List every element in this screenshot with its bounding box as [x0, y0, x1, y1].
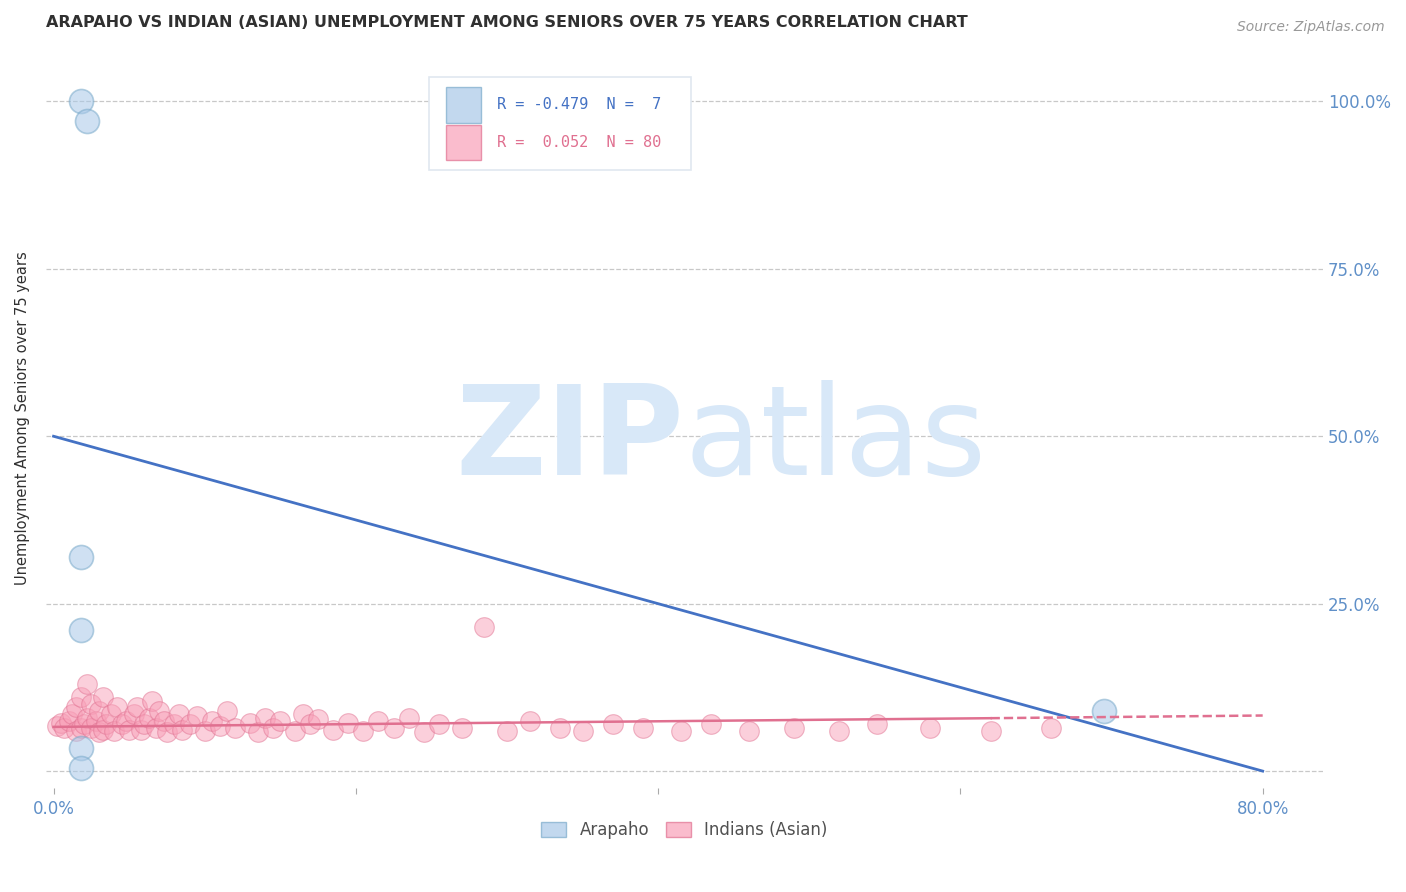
Point [60, 707, 83, 722]
Point [866, 717, 889, 731]
Y-axis label: Unemployment Among Seniors over 75 years: Unemployment Among Seniors over 75 years [15, 251, 30, 585]
Point [194, 723, 217, 738]
Point [201, 714, 224, 728]
Point [122, 707, 145, 722]
Point [269, 714, 291, 728]
Text: R = -0.479  N =  7: R = -0.479 N = 7 [496, 97, 661, 112]
Point [217, 704, 239, 718]
Point [76, 710, 98, 724]
Point [69, 740, 91, 755]
Point [322, 723, 344, 737]
Point [115, 714, 138, 728]
Point [69, 624, 91, 638]
Point [382, 721, 405, 735]
Point [602, 717, 624, 731]
Text: ARAPAHO VS INDIAN (ASIAN) UNEMPLOYMENT AMONG SENIORS OVER 75 YEARS CORRELATION C: ARAPAHO VS INDIAN (ASIAN) UNEMPLOYMENT A… [46, 15, 967, 30]
Point [398, 710, 420, 724]
Point [80, 721, 103, 735]
Point [254, 710, 277, 724]
Point [496, 723, 519, 738]
Point [134, 717, 156, 731]
Point [367, 714, 389, 728]
Point [153, 714, 176, 728]
Point [700, 717, 723, 731]
Point [1092, 704, 1115, 718]
Point [631, 721, 654, 735]
Point [427, 717, 450, 731]
Point [145, 721, 167, 735]
Point [246, 725, 269, 739]
Point [103, 723, 125, 738]
Point [87, 725, 110, 739]
Point [163, 717, 186, 731]
Point [141, 694, 163, 708]
Point [76, 114, 98, 128]
FancyBboxPatch shape [429, 78, 690, 170]
Point [93, 723, 115, 737]
Point [738, 723, 761, 738]
Point [100, 707, 122, 722]
Point [472, 620, 495, 634]
Point [262, 721, 284, 735]
Text: atlas: atlas [685, 379, 987, 500]
Point [208, 718, 231, 732]
Point [76, 677, 98, 691]
Point [291, 707, 314, 722]
Point [179, 717, 201, 731]
Point [73, 717, 96, 731]
Point [110, 717, 132, 731]
Text: Source: ZipAtlas.com: Source: ZipAtlas.com [1237, 20, 1385, 34]
Point [148, 704, 170, 718]
Point [138, 710, 160, 724]
Point [65, 723, 87, 738]
Point [980, 723, 1002, 738]
Point [69, 721, 91, 735]
Point [45, 718, 67, 732]
Point [87, 704, 110, 718]
Point [69, 690, 91, 705]
Point [156, 725, 179, 739]
Point [58, 714, 80, 728]
Point [239, 715, 262, 730]
Point [80, 697, 103, 711]
Point [284, 723, 307, 738]
Point [96, 717, 118, 731]
Point [224, 721, 246, 735]
Point [548, 721, 571, 735]
Point [669, 723, 692, 738]
Point [412, 725, 434, 739]
Point [93, 690, 115, 705]
Point [53, 721, 76, 735]
Point [118, 723, 141, 737]
Point [450, 721, 472, 735]
Point [307, 712, 329, 726]
Text: R =  0.052  N = 80: R = 0.052 N = 80 [496, 135, 661, 150]
Point [105, 700, 128, 714]
Point [170, 723, 193, 737]
Point [571, 723, 593, 738]
Point [49, 715, 72, 730]
Point [69, 761, 91, 775]
Point [828, 723, 851, 738]
Point [1040, 721, 1063, 735]
Point [69, 95, 91, 109]
Point [337, 715, 360, 730]
Bar [446, 87, 481, 123]
Point [65, 700, 87, 714]
Point [783, 721, 806, 735]
Legend: Arapaho, Indians (Asian): Arapaho, Indians (Asian) [534, 814, 834, 847]
Point [299, 717, 322, 731]
Point [920, 721, 942, 735]
Point [69, 549, 91, 564]
Point [167, 707, 190, 722]
Point [186, 709, 208, 723]
Point [519, 714, 541, 728]
Point [125, 700, 148, 714]
Point [129, 723, 152, 737]
Text: ZIP: ZIP [456, 379, 685, 500]
Point [84, 714, 107, 728]
Point [352, 723, 374, 738]
Bar [446, 125, 481, 161]
